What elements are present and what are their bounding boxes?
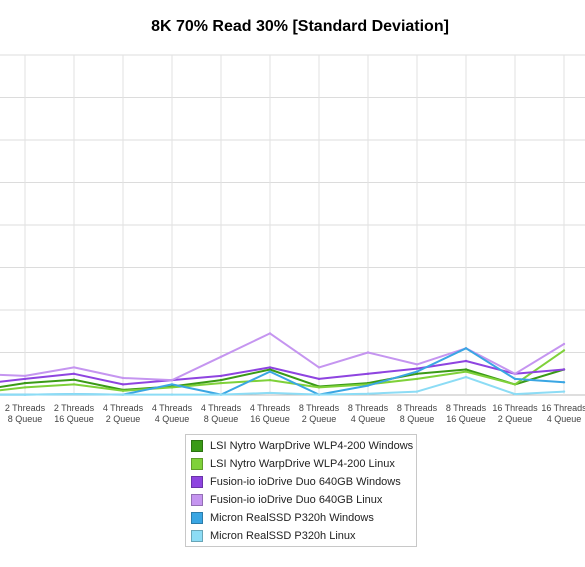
legend-swatch bbox=[191, 512, 203, 524]
data-point bbox=[268, 332, 272, 335]
data-point bbox=[464, 368, 468, 371]
data-point bbox=[317, 377, 321, 381]
x-tick-label: 2 Threads 16 Queue bbox=[54, 403, 95, 424]
series-lines bbox=[0, 332, 566, 396]
data-point bbox=[415, 390, 419, 393]
data-point bbox=[219, 374, 223, 378]
legend-label: Micron RealSSD P320h Linux bbox=[210, 530, 356, 542]
data-point bbox=[121, 376, 125, 380]
data-point bbox=[415, 367, 419, 370]
data-point bbox=[366, 372, 370, 375]
data-point bbox=[23, 377, 27, 381]
data-point bbox=[268, 366, 272, 369]
data-point bbox=[72, 392, 76, 396]
legend-item: Micron RealSSD P320h Linux bbox=[191, 527, 416, 545]
data-point bbox=[268, 378, 272, 382]
x-tick-label: 2 Threads 8 Queue bbox=[5, 403, 46, 424]
data-point bbox=[170, 393, 174, 396]
x-tick-label: 4 Threads 2 Queue bbox=[103, 403, 144, 424]
x-tick-label: 8 Threads 4 Queue bbox=[348, 403, 389, 424]
data-point bbox=[23, 374, 27, 378]
data-point bbox=[268, 370, 272, 373]
legend-swatch bbox=[191, 530, 203, 542]
legend-label: Fusion-io ioDrive Duo 640GB Windows bbox=[210, 476, 401, 488]
data-point bbox=[72, 378, 76, 381]
data-point bbox=[170, 378, 174, 382]
data-point bbox=[268, 391, 272, 395]
grid bbox=[0, 54, 585, 396]
legend-item: LSI Nytro WarpDrive WLP4-200 Windows bbox=[191, 437, 416, 455]
legend-swatch bbox=[191, 476, 203, 488]
data-point bbox=[415, 377, 419, 381]
data-point bbox=[562, 342, 566, 346]
data-point bbox=[366, 384, 370, 387]
x-tick-label: 8 Threads 2 Queue bbox=[299, 403, 340, 424]
data-point bbox=[317, 386, 321, 389]
legend-item: Fusion-io ioDrive Duo 640GB Windows bbox=[191, 473, 416, 491]
data-point bbox=[317, 366, 321, 369]
data-point bbox=[464, 347, 468, 350]
legend-item: LSI Nytro WarpDrive WLP4-200 Linux bbox=[191, 455, 416, 473]
data-point bbox=[415, 372, 419, 375]
data-point bbox=[121, 389, 125, 392]
legend-label: LSI Nytro WarpDrive WLP4-200 Windows bbox=[210, 440, 414, 452]
legend: LSI Nytro WarpDrive WLP4-200 Windows LSI … bbox=[185, 434, 417, 547]
data-point bbox=[121, 393, 125, 396]
data-point bbox=[464, 370, 468, 373]
x-tick-label: 4 Threads 4 Queue bbox=[152, 403, 193, 424]
data-point bbox=[219, 393, 223, 396]
data-point bbox=[464, 375, 468, 379]
data-point bbox=[513, 392, 517, 396]
x-tick-label: 4 Threads 16 Queue bbox=[250, 403, 291, 424]
data-point bbox=[170, 386, 174, 389]
data-point bbox=[562, 349, 566, 352]
series-line-0 bbox=[0, 368, 565, 391]
x-tick-label: 16 Threads 2 Queue bbox=[492, 403, 538, 424]
legend-label: LSI Nytro WarpDrive WLP4-200 Linux bbox=[210, 458, 395, 470]
legend-item: Fusion-io ioDrive Duo 640GB Linux bbox=[191, 491, 416, 509]
data-point bbox=[415, 370, 419, 373]
data-point bbox=[23, 386, 27, 389]
data-point bbox=[72, 372, 76, 375]
data-point bbox=[317, 393, 321, 396]
data-point bbox=[72, 383, 76, 386]
data-point bbox=[513, 372, 517, 375]
data-point bbox=[513, 377, 517, 381]
data-point bbox=[366, 392, 370, 395]
legend-swatch bbox=[191, 458, 203, 470]
data-point bbox=[23, 393, 27, 396]
x-tick-label: 8 Threads 16 Queue bbox=[446, 403, 487, 424]
chart-title: 8K 70% Read 30% [Standard Deviation] bbox=[151, 18, 449, 35]
data-point bbox=[464, 359, 468, 363]
legend-label: Fusion-io ioDrive Duo 640GB Linux bbox=[210, 494, 383, 506]
data-point bbox=[562, 381, 566, 384]
legend-swatch bbox=[191, 440, 203, 452]
data-point bbox=[23, 381, 27, 385]
data-point bbox=[72, 366, 76, 369]
legend-label: Micron RealSSD P320h Windows bbox=[210, 512, 374, 524]
data-point bbox=[170, 383, 174, 386]
data-point bbox=[366, 351, 370, 354]
data-point bbox=[268, 368, 272, 371]
data-point bbox=[562, 390, 566, 393]
x-tick-label: 16 Threads 4 Queue bbox=[541, 403, 585, 424]
data-point bbox=[562, 368, 566, 371]
data-point bbox=[415, 363, 419, 366]
legend-item: Micron RealSSD P320h Windows bbox=[191, 509, 416, 527]
data-point bbox=[219, 355, 223, 358]
data-point bbox=[219, 381, 223, 385]
data-point bbox=[219, 378, 223, 382]
legend-swatch bbox=[191, 494, 203, 506]
x-tick-label: 8 Threads 8 Queue bbox=[397, 403, 438, 424]
data-point bbox=[513, 383, 517, 386]
x-tick-label: 4 Threads 8 Queue bbox=[201, 403, 242, 424]
data-point bbox=[121, 383, 125, 386]
